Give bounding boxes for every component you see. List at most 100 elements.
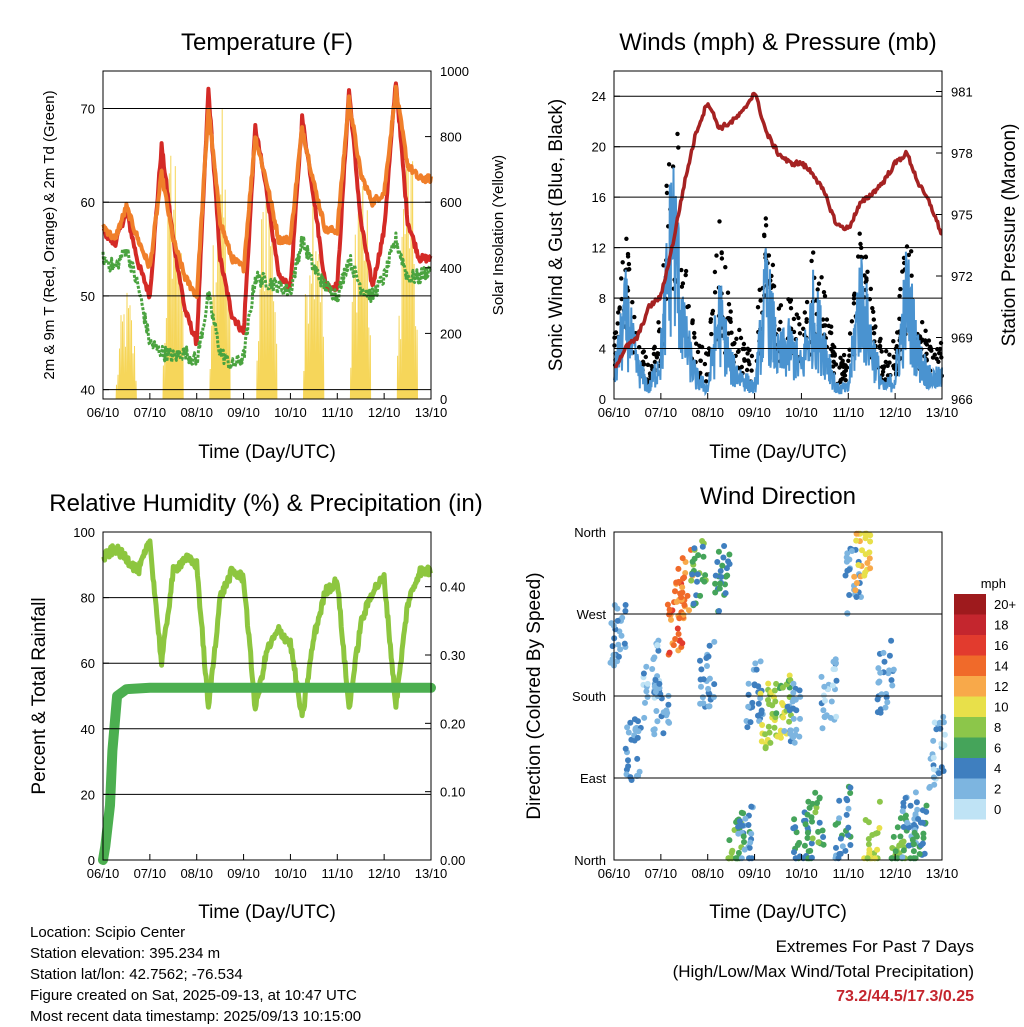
direction-point: [700, 553, 707, 560]
direction-point: [904, 819, 911, 826]
direction-point-cluster: [697, 638, 718, 710]
direction-point: [622, 745, 629, 752]
direction-point: [786, 707, 793, 714]
y-tick-label: 4: [599, 342, 606, 357]
x-tick-label: 06/10: [598, 866, 631, 881]
legend-label: 8: [994, 720, 1001, 735]
direction-point: [836, 815, 843, 822]
direction-point: [855, 562, 862, 568]
direction-point: [711, 681, 718, 688]
direction-point: [758, 710, 765, 717]
direction-point: [621, 640, 628, 647]
y2-tick-label: 600: [440, 195, 462, 210]
direction-point: [791, 739, 798, 746]
direction-point: [699, 543, 706, 550]
x-tick-label: 10/10: [274, 866, 307, 881]
y-tick-label: 20: [81, 787, 95, 802]
direction-point: [797, 693, 804, 700]
y2-tick-label: 200: [440, 326, 462, 341]
direction-point: [814, 800, 820, 806]
legend-label: 2: [994, 782, 1001, 797]
direction-point-cluster: [743, 658, 766, 731]
direction-point: [791, 849, 797, 856]
direction-point: [765, 680, 772, 687]
direction-point: [914, 806, 921, 813]
direction-point: [695, 552, 702, 559]
direction-point: [641, 714, 648, 721]
direction-point: [899, 854, 906, 861]
direction-point: [815, 828, 822, 835]
legend-title: mph: [981, 576, 1006, 591]
direction-point: [653, 708, 660, 714]
legend-label: 20+: [994, 597, 1016, 612]
direction-point: [915, 816, 922, 822]
direction-point: [930, 774, 937, 781]
direction-point: [846, 592, 853, 598]
humidity-title: Relative Humidity (%) & Precipitation (i…: [49, 490, 482, 517]
y2-tick-label: 800: [440, 130, 462, 145]
direction-point: [923, 808, 930, 815]
legend-label: 10: [994, 700, 1008, 715]
legend-swatch: [954, 799, 986, 820]
legend-swatch: [954, 737, 986, 758]
direction-point: [808, 840, 815, 847]
direction-point-cluster: [622, 716, 644, 783]
direction-ylabel-left: Direction (Colored By Speed): [524, 572, 545, 819]
direction-point: [862, 551, 869, 558]
direction-point: [866, 846, 873, 853]
direction-point: [886, 652, 893, 659]
info-latlon: Station lat/lon: 42.7562; -76.534: [30, 966, 243, 983]
y-tick-label: 12: [592, 241, 606, 256]
direction-point: [844, 797, 851, 804]
direction-point: [797, 715, 803, 722]
direction-point: [691, 545, 698, 552]
direction-point: [710, 694, 717, 700]
direction-point: [861, 572, 868, 579]
x-tick-label: 12/10: [879, 866, 912, 881]
direction-point-cluster: [907, 802, 930, 862]
x-tick-label: 07/10: [645, 866, 678, 881]
direction-point: [651, 726, 658, 733]
direction-point: [882, 704, 889, 711]
direction-point: [684, 592, 691, 599]
legend-label: 12: [994, 679, 1008, 694]
y2-tick-label: 972: [951, 269, 973, 284]
direction-point: [930, 737, 937, 744]
legend-label: 16: [994, 638, 1008, 653]
x-tick-label: 13/10: [415, 405, 448, 420]
direction-point: [744, 724, 751, 731]
direction-point: [675, 631, 682, 637]
direction-point: [839, 843, 846, 850]
x-tick-label: 09/10: [227, 405, 260, 420]
direction-point-cluster: [861, 798, 883, 862]
relative-humidity-series: [101, 538, 434, 719]
y2-tick-label: 0: [440, 392, 447, 407]
direction-point: [747, 719, 754, 726]
direction-point: [694, 578, 700, 585]
direction-point: [930, 766, 937, 773]
direction-point: [888, 677, 895, 684]
x-tick-label: 08/10: [691, 866, 724, 881]
direction-point: [735, 849, 742, 856]
direction-point: [738, 809, 745, 816]
direction-point: [748, 803, 755, 810]
direction-point: [912, 789, 919, 796]
y-tick-label: 70: [81, 101, 95, 116]
direction-plot-area: [607, 530, 948, 862]
humidity-plot-area: [98, 538, 436, 865]
extremes-values: 73.2/44.5/17.3/0.25: [836, 988, 974, 1005]
direction-point: [634, 755, 641, 762]
direction-point: [741, 839, 747, 845]
x-tick-label: 06/10: [87, 405, 120, 420]
direction-point: [701, 578, 708, 585]
direction-point: [650, 656, 657, 663]
direction-point: [759, 722, 766, 728]
direction-point: [865, 819, 872, 826]
speed-legend: mph 20+ 18 16 14 12 10 8 6 4 2 0: [954, 576, 1016, 820]
direction-point: [845, 805, 852, 812]
temperature-title: Temperature (F): [181, 29, 353, 56]
station-pressure-series: [613, 91, 943, 369]
direction-point: [651, 683, 658, 690]
direction-point: [644, 680, 651, 687]
direction-point: [876, 825, 883, 831]
